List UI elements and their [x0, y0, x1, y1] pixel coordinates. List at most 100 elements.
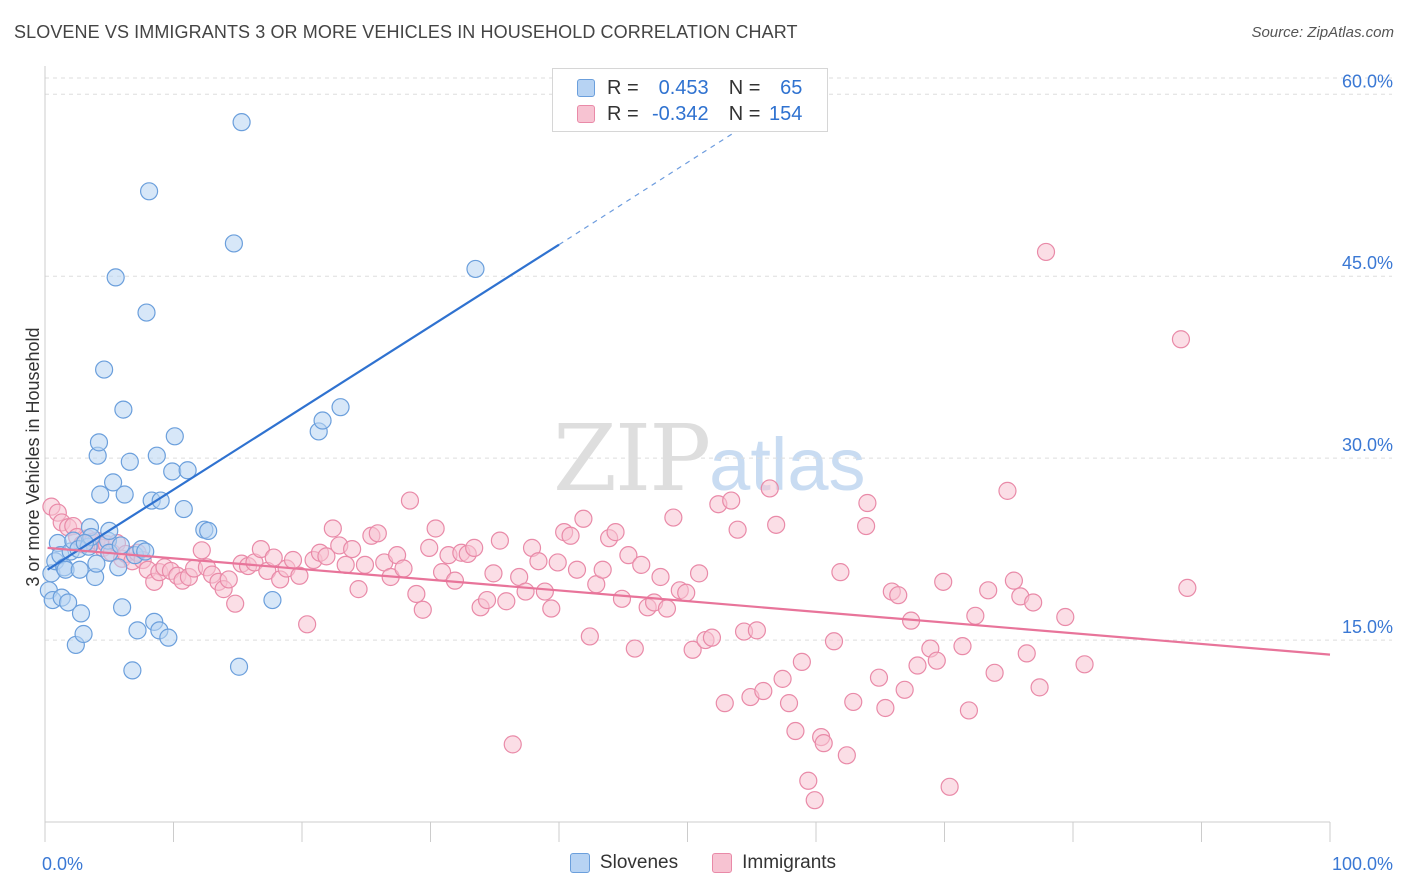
immigrant-point	[767, 515, 786, 534]
immigrant-point	[754, 681, 773, 701]
legend-label-immigrants: Immigrants	[742, 852, 837, 873]
tick-labels: 15.0% 30.0% 45.0% 60.0% 0.0% 100.0% 3 or more …	[23, 71, 1393, 874]
slovene-point	[139, 182, 159, 201]
slovene-point	[232, 113, 251, 132]
slovene-point	[89, 433, 109, 452]
x-tick-label: 0.0%	[42, 854, 83, 874]
slovene-point	[91, 485, 110, 504]
legend-item-immigrants: Immigrants	[712, 852, 836, 874]
immigrant-point	[484, 564, 503, 583]
immigrant-point	[857, 516, 876, 536]
gridlines	[45, 77, 1392, 641]
immigrant-point	[632, 555, 651, 574]
n-value: 154	[769, 102, 803, 125]
slovenes-trend-line	[46, 243, 560, 571]
immigrant-point	[844, 692, 863, 712]
immigrant-point	[1036, 242, 1056, 262]
slovene-point	[95, 360, 114, 379]
immigrant-point	[619, 546, 638, 565]
immigrant-point	[368, 524, 387, 543]
immigrant-point	[323, 519, 342, 538]
immigrant-point	[1024, 593, 1043, 612]
legend-item-slovenes: Slovenes	[569, 852, 679, 874]
n-value: 65	[780, 76, 803, 99]
immigrant-point	[831, 563, 850, 582]
immigrant-point	[1178, 578, 1197, 598]
immigrant-point	[1030, 678, 1049, 697]
slovene-point	[123, 661, 142, 680]
immigrant-point	[773, 669, 792, 688]
immigrant-point	[625, 639, 644, 658]
slovene-point	[87, 554, 106, 573]
immigrant-point	[814, 734, 833, 753]
immigrant-point	[651, 567, 670, 587]
immigrant-point	[985, 663, 1004, 682]
immigrant-point	[1056, 607, 1075, 627]
immigrant-point	[908, 656, 927, 675]
immigrant-point	[824, 632, 844, 651]
immigrant-point	[283, 550, 303, 570]
y-tick-label: 45.0%	[1342, 253, 1393, 273]
immigrant-point	[580, 627, 599, 646]
slovene-point	[229, 657, 249, 676]
immigrants-trend-line	[47, 546, 1331, 656]
r-label: R =	[607, 76, 639, 99]
immigrant-point	[1075, 655, 1094, 674]
immigrant-point	[561, 526, 580, 545]
slovene-point	[109, 558, 128, 577]
immigrant-point	[317, 547, 336, 566]
immigrant-point	[593, 560, 612, 579]
immigrant-point	[869, 668, 889, 687]
immigrant-point	[876, 698, 895, 718]
data-points	[39, 113, 1197, 810]
y-tick-label: 15.0%	[1342, 617, 1393, 637]
slovenes-legend-swatch	[569, 853, 590, 873]
slovene-point	[165, 427, 184, 446]
immigrant-point	[226, 594, 245, 613]
immigrant-point	[934, 572, 953, 591]
source-label: Source: ZipAtlas.com	[1251, 24, 1394, 41]
immigrant-point	[664, 508, 683, 527]
immigrant-point	[966, 606, 985, 625]
immigrant-point	[420, 538, 439, 557]
slovene-point	[106, 268, 125, 287]
immigrants-swatch	[577, 105, 595, 123]
immigrant-point	[477, 590, 497, 610]
immigrant-point	[1004, 571, 1023, 590]
slovene-point	[199, 521, 218, 541]
immigrant-point	[722, 491, 741, 510]
immigrants-legend-swatch	[712, 853, 733, 873]
n-label: N =	[728, 76, 761, 99]
immigrant-point	[612, 589, 632, 608]
immigrant-point	[895, 680, 914, 699]
slovene-point	[174, 499, 193, 519]
slovene-point	[104, 473, 123, 492]
slovene-point	[115, 485, 134, 504]
immigrant-point	[715, 694, 734, 713]
immigrant-point	[792, 652, 811, 671]
slovene-point	[178, 461, 197, 480]
immigrant-point	[1171, 330, 1191, 349]
immigrant-point	[219, 570, 238, 589]
immigrant-point	[1017, 644, 1036, 663]
legend-row-immigrants: R = -0.342 N = 154	[577, 102, 802, 126]
immigrant-point	[953, 637, 972, 656]
slovenes-swatch	[577, 79, 595, 97]
correlation-legend: R = 0.453 N = 65 R = -0.342 N = 154	[552, 68, 828, 132]
immigrant-point	[516, 582, 535, 601]
chart-title: SLOVENE VS IMMIGRANTS 3 OR MORE VEHICLES…	[14, 22, 798, 42]
trend-lines	[46, 96, 1331, 656]
slovene-point	[331, 398, 350, 417]
immigrant-point	[465, 538, 484, 557]
zipatlas-watermark: ZIPatlas	[553, 405, 865, 512]
immigrant-point	[426, 519, 445, 538]
immigrant-point	[979, 581, 998, 600]
immigrant-point	[683, 640, 702, 659]
slovene-point	[313, 411, 332, 430]
legend-label-slovenes: Slovenes	[599, 852, 679, 873]
legend-row-slovenes: R = 0.453 N = 65	[577, 76, 802, 100]
immigrant-point	[799, 771, 818, 790]
immigrant-point	[858, 493, 877, 513]
immigrant-point	[497, 592, 516, 611]
slovene-point	[114, 400, 133, 419]
